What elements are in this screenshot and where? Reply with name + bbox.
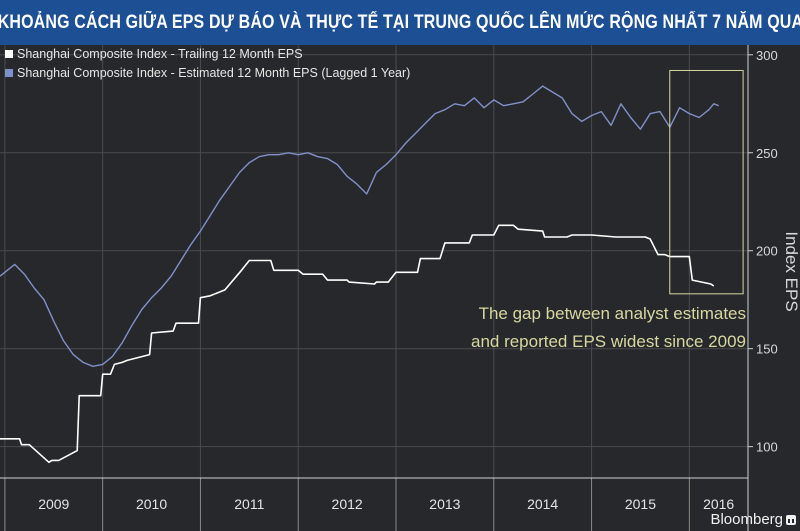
x-tick-label: 2009 [38, 496, 69, 512]
axis-layer: 100 150 200 250 300 2009 2010 2011 2012 2013 2014 2… [0, 45, 800, 531]
y-tick-label: 100 [756, 440, 778, 455]
x-tick-label: 2012 [332, 496, 363, 512]
legend-swatch [5, 50, 13, 58]
bar-chart-icon [786, 514, 796, 525]
y-tick-label: 300 [756, 48, 778, 63]
y-tick-label: 200 [756, 244, 778, 259]
title-bar: KHOẢNG CÁCH GIỮA EPS DỰ BÁO VÀ THỰC TẾ T… [0, 0, 800, 45]
trailing-eps-line [0, 224, 715, 464]
x-tick-label: 2014 [527, 496, 558, 512]
y-tick-label: 250 [756, 146, 778, 161]
grid-layer [0, 45, 748, 478]
chart-canvas: 100 150 200 250 300 2009 2010 2011 2012 2013 2014 2… [0, 45, 800, 531]
x-tick-label: 2013 [429, 496, 460, 512]
series-layer [0, 85, 719, 464]
x-tick-label: 2011 [234, 496, 264, 512]
brand-mark: Bloomberg [710, 511, 796, 528]
legend: Shanghai Composite Index - Trailing 12 M… [5, 47, 410, 80]
estimated-eps-line [0, 85, 719, 367]
brand-label: Bloomberg [710, 511, 783, 528]
x-tick-label: 2015 [625, 496, 656, 512]
y-tick-label: 150 [756, 342, 778, 357]
x-tick-label: 2016 [703, 496, 734, 512]
y-axis-label: Index EPS [782, 231, 800, 311]
annotation-line: The gap between analyst estimates [479, 304, 746, 323]
highlight-box [669, 69, 744, 295]
legend-label: Shanghai Composite Index - Estimated 12 … [17, 66, 410, 80]
legend-label: Shanghai Composite Index - Trailing 12 M… [17, 47, 303, 61]
x-tick-label: 2010 [136, 496, 167, 512]
chart-title: KHOẢNG CÁCH GIỮA EPS DỰ BÁO VÀ THỰC TẾ T… [0, 11, 800, 33]
annotation-layer: The gap between analyst estimates and rep… [471, 69, 746, 351]
annotation-line: and reported EPS widest since 2009 [471, 332, 746, 351]
legend-swatch [5, 69, 13, 77]
